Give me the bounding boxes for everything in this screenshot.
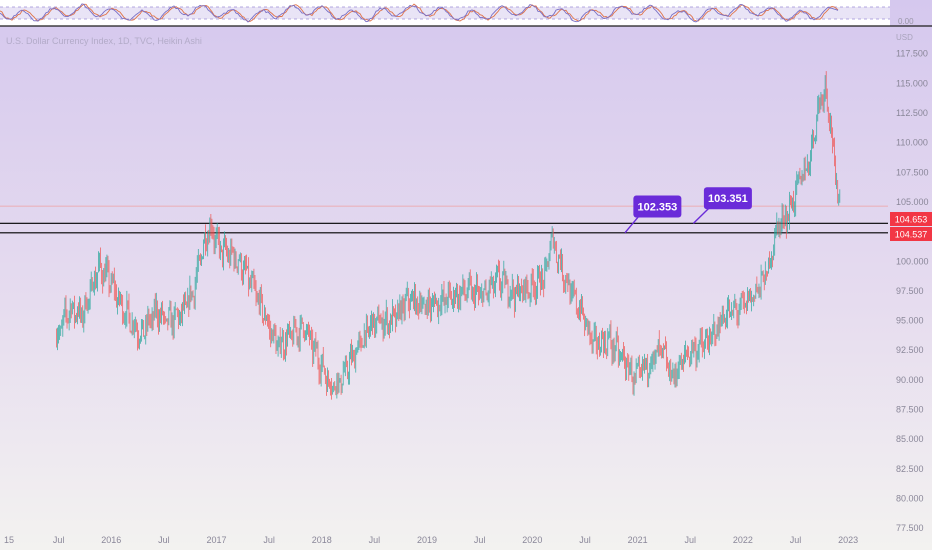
callout-pointer [624,215,640,234]
x-tick-label: Jul [579,535,591,545]
x-tick-label: Jul [790,535,802,545]
candles [56,71,841,400]
x-tick-label: 2022 [733,535,753,545]
callout-box[interactable] [703,187,752,210]
callout-box[interactable] [633,195,682,218]
callout-label: 102.353 [637,202,677,214]
x-tick-label: 15 [4,535,14,545]
x-tick-label: Jul [53,535,65,545]
callout-label: 103.351 [708,193,748,205]
price-labels: 104.653 104.537 [890,212,932,241]
x-tick-label: 2019 [417,535,437,545]
y-tick-label: 95.000 [896,316,924,326]
y-tick-label: 100.000 [896,256,929,266]
price-label-box [890,212,932,226]
y-tick-label: 112.500 [896,108,928,118]
x-tick-label: 2020 [522,535,542,545]
y-tick-label: 110.000 [896,138,928,148]
y-tick-label: 92.500 [896,345,924,355]
y-tick-label: 107.500 [896,167,929,177]
x-tick-label: 2017 [207,535,227,545]
currency-label: USD [896,33,913,42]
y-axis: 117.500 115.000 112.500 110.000 107.500 105.0… [896,49,929,533]
indicator-pane[interactable]: 0.00 [0,0,932,27]
y-tick-label: 115.000 [896,78,928,88]
indicator-axis-label: 0.00 [898,17,914,26]
y-tick-label: 90.000 [896,375,924,385]
x-tick-label: Jul [263,535,275,545]
indicator-band [0,7,890,19]
x-tick-label: 2021 [628,535,648,545]
x-tick-label: Jul [684,535,696,545]
y-tick-label: 85.000 [896,434,924,444]
x-axis: 15 Jul 2016 Jul 2017 Jul 2018 Jul 2019 Jul 2020 Jul… [4,535,858,545]
y-tick-label: 82.500 [896,464,924,474]
price-label: 104.653 [895,215,928,225]
y-tick-label: 77.500 [896,523,924,533]
price-label: 104.537 [895,230,928,240]
price-label-box [890,227,932,241]
x-tick-label: 2023 [838,535,858,545]
oscillator-main [0,3,839,23]
x-tick-label: Jul [474,535,486,545]
oscillator-lines [0,3,839,23]
x-tick-label: Jul [158,535,170,545]
y-tick-label: 80.000 [896,493,924,503]
price-callouts: 102.353 103.351 [624,187,752,234]
x-tick-label: 2016 [101,535,121,545]
y-tick-label: 87.500 [896,405,924,415]
callout-pointer [692,206,711,224]
chart-title: U.S. Dollar Currency Index, 1D, TVC, Hei… [6,36,202,46]
x-tick-label: 2018 [312,535,332,545]
y-tick-label: 117.500 [896,49,928,59]
y-tick-label: 105.000 [896,197,929,207]
y-tick-label: 97.500 [896,286,924,296]
x-tick-label: Jul [369,535,381,545]
